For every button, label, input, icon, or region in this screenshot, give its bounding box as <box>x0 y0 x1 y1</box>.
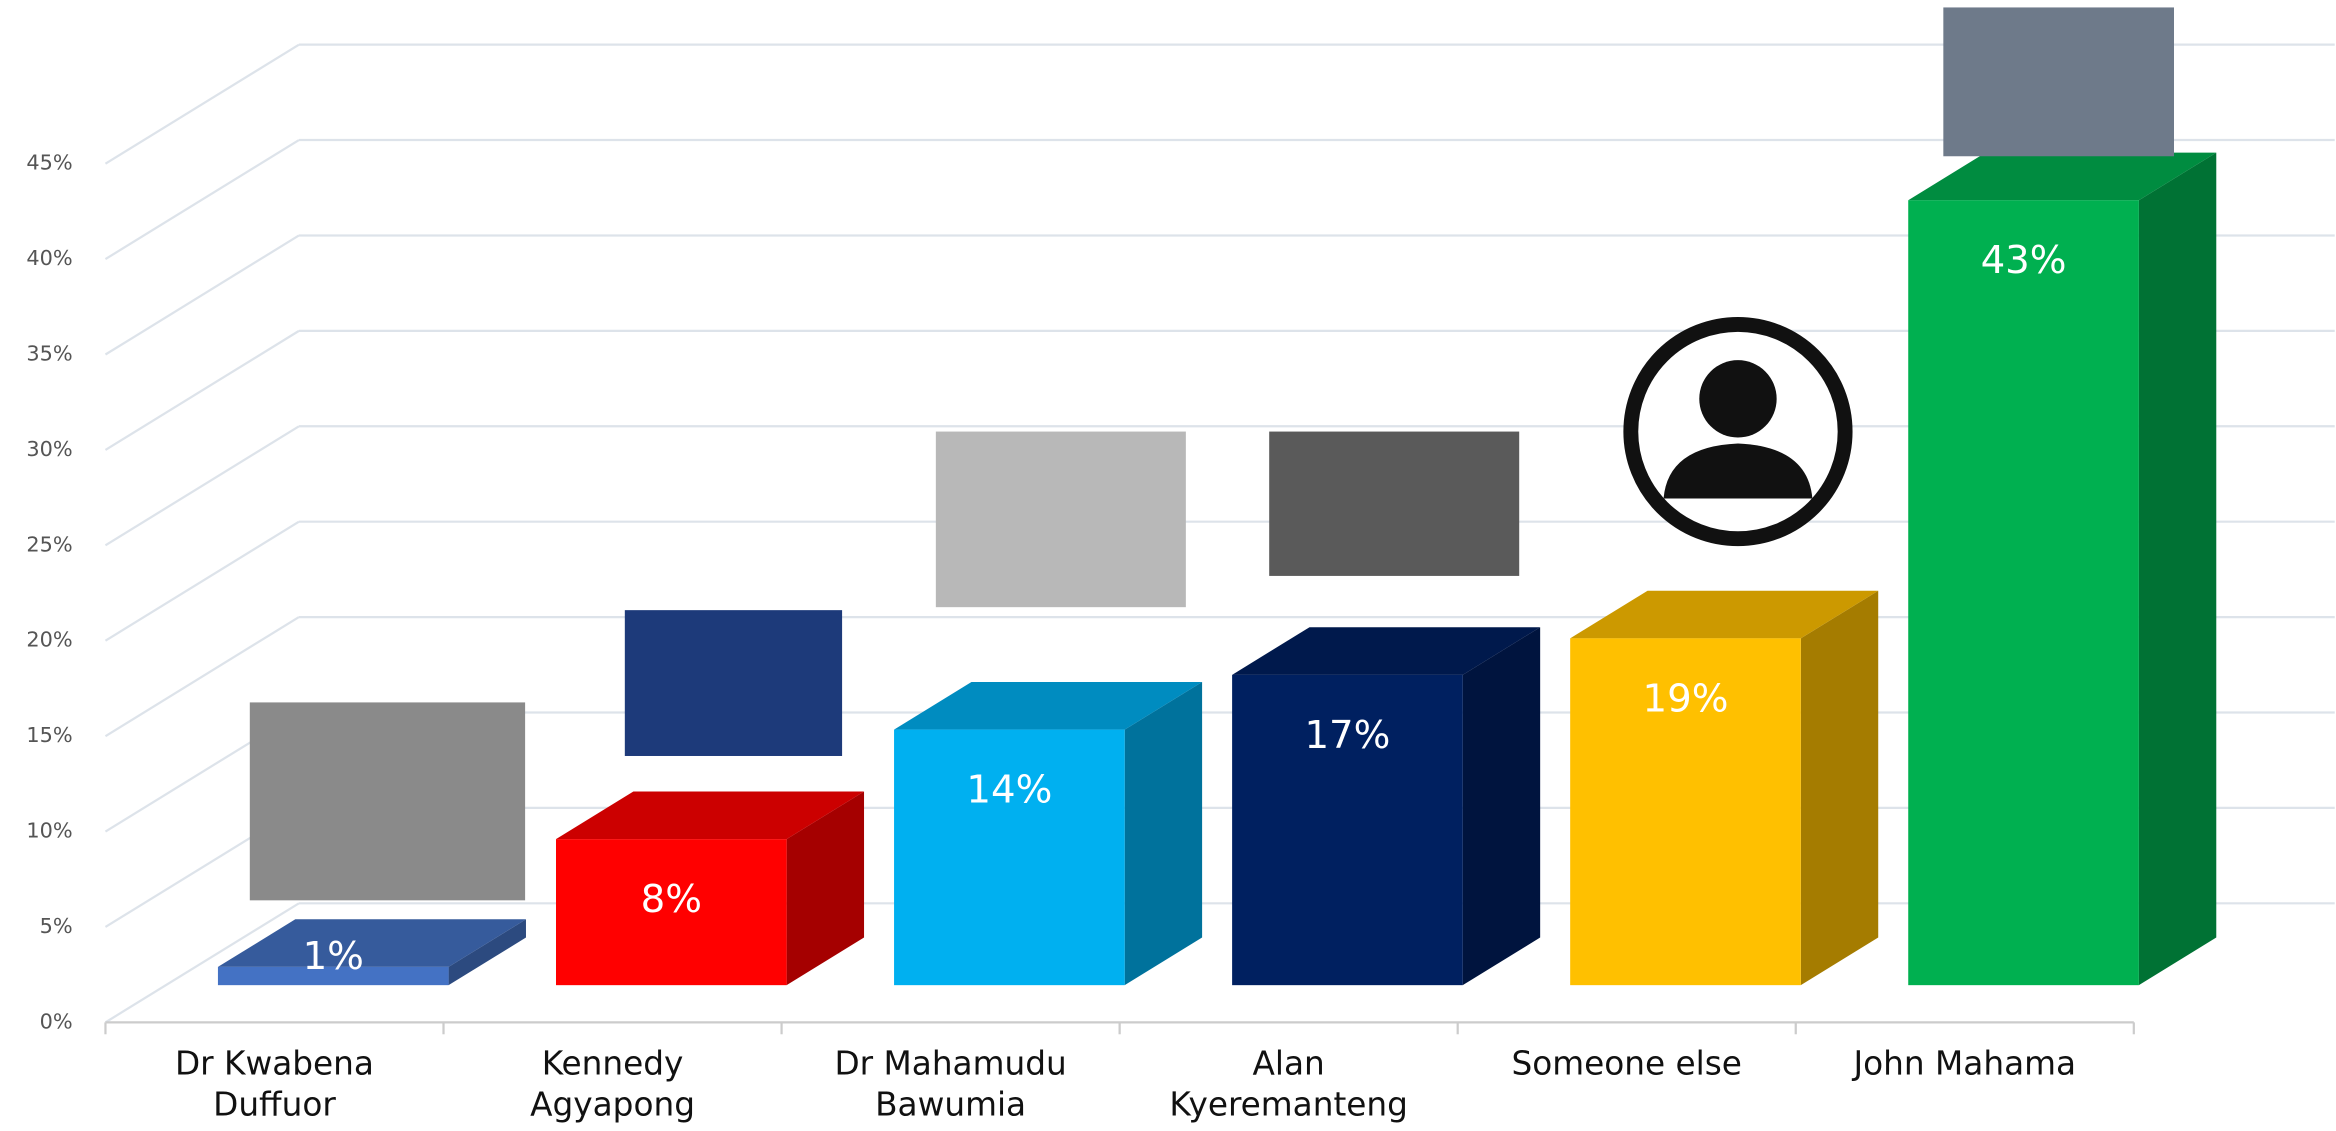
y-tick-label: 45% <box>26 151 72 175</box>
x-tick-label: Dr Kwabena Duffuor <box>175 1045 374 1124</box>
value-label: 14% <box>966 768 1052 813</box>
bar-top <box>1232 627 1541 675</box>
candidate-photo <box>624 610 843 756</box>
bar-side <box>448 919 526 986</box>
grid-line <box>104 425 300 547</box>
x-tick-label: Dr Mahamudu Bawumia <box>834 1045 1066 1124</box>
bar-top <box>217 919 526 967</box>
grid-line <box>104 43 300 165</box>
grid-line <box>104 616 300 738</box>
bar <box>555 839 787 986</box>
bar <box>1908 200 2139 986</box>
grid-line <box>104 234 300 356</box>
candidate-photo <box>1943 7 2174 157</box>
y-tick-label: 0% <box>40 1009 73 1033</box>
y-tick-label: 20% <box>26 628 72 652</box>
y-tick-label: 25% <box>26 532 72 556</box>
y-tick-label: 30% <box>26 437 72 461</box>
grid-line <box>104 902 300 1024</box>
bar <box>1570 638 1801 986</box>
bar-top <box>555 791 865 840</box>
value-label: 19% <box>1643 676 1729 721</box>
x-tick-label: Kennedy Agyapong <box>530 1045 695 1124</box>
bar <box>217 966 449 986</box>
candidate-photo <box>249 702 526 901</box>
value-label: 43% <box>1981 238 2067 283</box>
bar-top <box>1570 590 1879 639</box>
x-tick-label: Alan Kyeremanteng <box>1169 1045 1408 1124</box>
bar <box>1232 674 1463 986</box>
y-tick-label: 35% <box>26 342 72 366</box>
grid-line <box>104 520 300 642</box>
grid-line <box>104 139 300 261</box>
bar-side <box>2138 152 2217 986</box>
value-label: 8% <box>641 877 702 922</box>
value-label: 17% <box>1304 713 1390 758</box>
candidate-photo <box>935 431 1186 608</box>
candidate-photo <box>1269 431 1520 576</box>
bar-top <box>1908 152 2217 201</box>
bar-side <box>1124 681 1203 986</box>
y-tick-label: 10% <box>26 819 72 843</box>
bar-top <box>894 681 1203 730</box>
bar-side <box>786 791 865 986</box>
value-label: 1% <box>303 934 364 979</box>
x-tick-label: John Mahama <box>1852 1045 2077 1083</box>
y-tick-label: 15% <box>26 723 72 747</box>
bar-side <box>1800 590 1879 986</box>
person-icon <box>1623 316 1853 547</box>
bar <box>894 729 1125 986</box>
bar-side <box>1462 627 1541 986</box>
y-tick-label: 40% <box>26 246 72 270</box>
grid-line <box>104 329 300 451</box>
candidate-photos <box>249 7 2174 901</box>
x-tick-label: Someone else <box>1511 1045 1741 1083</box>
y-tick-label: 5% <box>40 914 73 938</box>
